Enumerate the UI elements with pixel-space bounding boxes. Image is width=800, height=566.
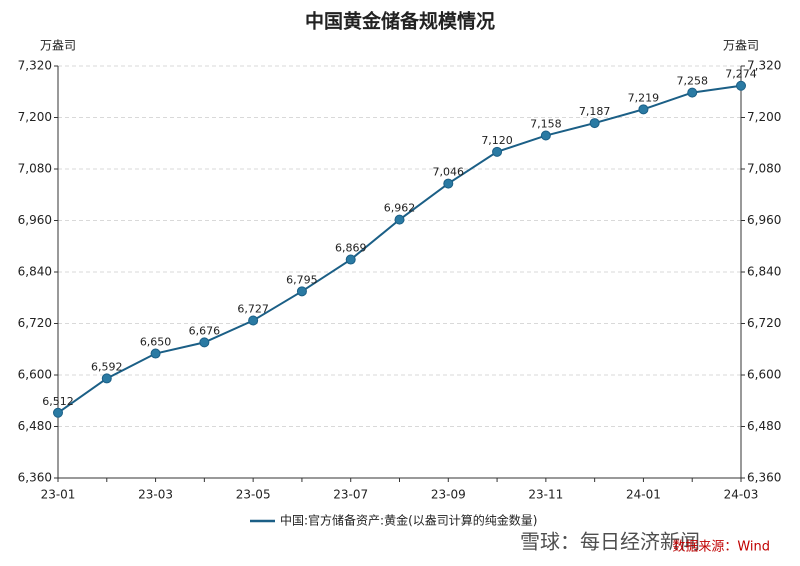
legend-label: 中国:官方储备资产:黄金(以盎司计算的纯金数量) bbox=[280, 513, 537, 528]
marker bbox=[443, 178, 454, 189]
data-label: 7,274 bbox=[725, 68, 757, 81]
y-tick-label: 7,320 bbox=[18, 59, 52, 73]
x-tick-label: 23-11 bbox=[528, 488, 563, 502]
y2-tick-label: 6,480 bbox=[747, 419, 781, 433]
y2-tick-label: 6,360 bbox=[747, 471, 781, 485]
marker bbox=[736, 80, 746, 91]
data-label: 6,676 bbox=[189, 324, 221, 337]
y2-tick-label: 7,080 bbox=[747, 162, 781, 176]
marker bbox=[394, 214, 405, 225]
source: 数据来源：Wind bbox=[672, 540, 770, 555]
x-tick-label: 23-01 bbox=[41, 488, 76, 502]
data-label: 7,158 bbox=[530, 118, 562, 131]
data-label: 7,187 bbox=[579, 105, 611, 118]
marker bbox=[53, 407, 63, 418]
x-tick-label: 23-09 bbox=[431, 488, 466, 502]
y2-tick-label: 7,320 bbox=[747, 59, 781, 73]
data-label: 6,727 bbox=[237, 302, 269, 315]
marker bbox=[101, 373, 112, 384]
y-tick-label: 6,360 bbox=[18, 471, 52, 485]
data-label: 7,258 bbox=[676, 75, 708, 88]
y-tick-label: 6,480 bbox=[18, 419, 52, 433]
x-tick-label: 24-03 bbox=[724, 488, 759, 502]
y-tick-label: 7,080 bbox=[18, 162, 52, 176]
y2-tick-label: 6,840 bbox=[747, 265, 781, 279]
marker bbox=[248, 315, 259, 326]
marker bbox=[492, 146, 503, 157]
data-label: 7,219 bbox=[628, 91, 660, 104]
data-label: 6,962 bbox=[384, 202, 416, 215]
x-tick-label: 23-03 bbox=[138, 488, 173, 502]
marker bbox=[589, 118, 600, 129]
marker bbox=[638, 104, 649, 115]
y2-tick-label: 6,600 bbox=[747, 368, 781, 382]
x-tick-label: 24-01 bbox=[626, 488, 661, 502]
x-tick-label: 23-05 bbox=[236, 488, 271, 502]
marker bbox=[199, 337, 210, 348]
marker bbox=[345, 254, 356, 265]
y-tick-label: 7,200 bbox=[18, 110, 52, 124]
data-label: 6,650 bbox=[140, 336, 172, 349]
data-label: 7,120 bbox=[481, 134, 513, 147]
marker bbox=[540, 130, 551, 141]
chart-title: 中国黄金储备规模情况 bbox=[305, 10, 495, 33]
data-label: 6,795 bbox=[286, 273, 318, 286]
marker bbox=[687, 87, 698, 98]
y-tick-label: 6,960 bbox=[18, 213, 52, 227]
y-tick-label: 6,600 bbox=[18, 368, 52, 382]
y2-tick-label: 7,200 bbox=[747, 110, 781, 124]
marker bbox=[150, 348, 161, 359]
y2-tick-label: 6,960 bbox=[747, 213, 781, 227]
y2-tick-label: 6,720 bbox=[747, 316, 781, 330]
data-label: 6,592 bbox=[91, 360, 123, 373]
data-label: 6,869 bbox=[335, 242, 367, 255]
data-label: 6,512 bbox=[42, 395, 74, 408]
marker bbox=[296, 286, 307, 297]
x-tick-label: 23-07 bbox=[333, 488, 368, 502]
y-tick-label: 6,840 bbox=[18, 265, 52, 279]
y-axis-label: 万盎司 bbox=[40, 39, 76, 53]
data-label: 7,046 bbox=[433, 166, 465, 179]
watermark: 雪球：每日经济新闻 bbox=[520, 530, 700, 554]
y2-axis-label: 万盎司 bbox=[723, 39, 759, 53]
y-tick-label: 6,720 bbox=[18, 316, 52, 330]
